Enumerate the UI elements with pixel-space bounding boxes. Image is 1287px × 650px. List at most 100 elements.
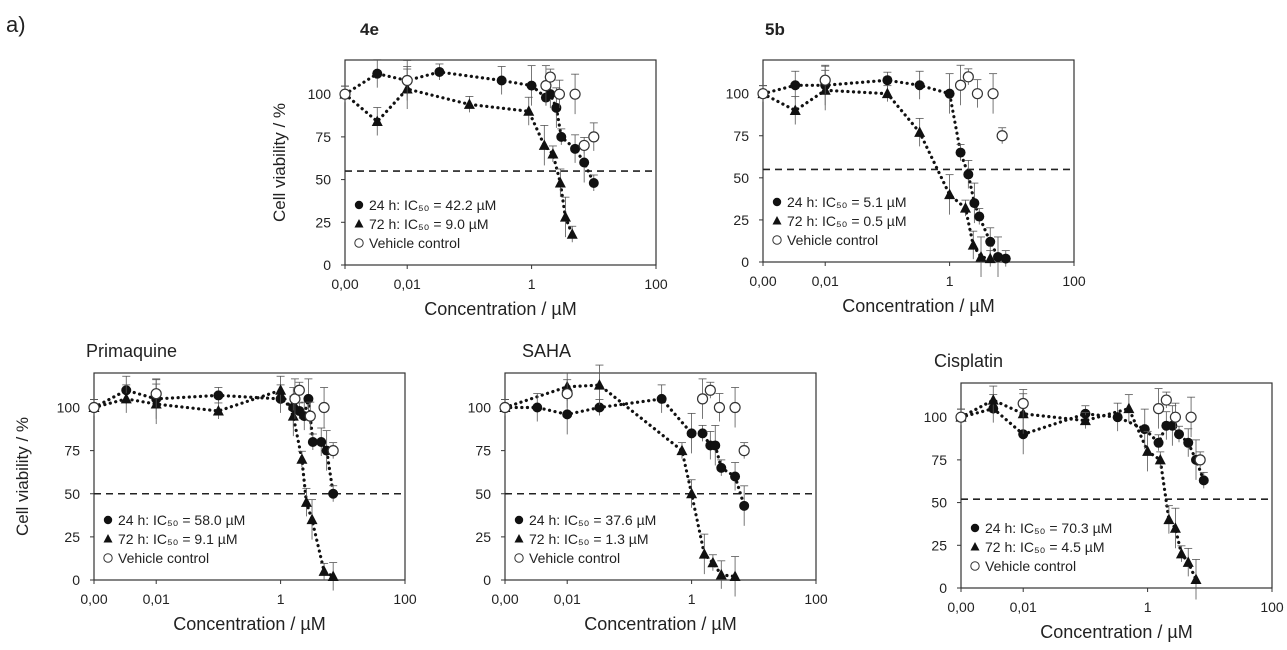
data-point-triangle-filled — [698, 548, 710, 559]
y-tick-label: 100 — [924, 409, 948, 425]
data-point-triangle-filled — [729, 570, 741, 582]
data-point-circle-open — [954, 79, 967, 91]
data-point-circle-open — [757, 88, 769, 100]
data-point-circle-open — [569, 88, 581, 100]
legend-entry: Vehicle control — [787, 232, 878, 248]
data-point-circle-open — [1185, 411, 1197, 423]
data-point-triangle-filled — [554, 177, 566, 188]
data-point-circle-open — [713, 401, 726, 414]
data-point-circle-filled — [1198, 475, 1209, 486]
legend-marker — [970, 561, 980, 571]
data-point-circle-open — [293, 384, 305, 396]
data-point-circle-filled — [914, 80, 925, 91]
data-point-circle-filled — [556, 131, 567, 142]
y-tick-label: 75 — [931, 452, 947, 468]
y-tick-label: 75 — [475, 443, 491, 459]
data-point-circle-filled — [562, 409, 573, 420]
y-tick-label: 75 — [733, 128, 749, 144]
data-point-circle-open — [561, 388, 573, 400]
y-tick-label: 25 — [733, 212, 749, 228]
legend-marker — [772, 216, 782, 225]
data-point-triangle-filled — [944, 188, 956, 200]
data-point-triangle-filled — [676, 444, 688, 456]
data-point-triangle-filled — [984, 252, 996, 264]
data-point-triangle-filled — [1142, 445, 1154, 456]
data-point-circle-open — [1194, 454, 1206, 466]
x-axis-label: Concentration / µM — [842, 296, 994, 316]
data-point-circle-filled — [434, 66, 445, 77]
legend-marker — [103, 534, 113, 543]
x-tick-label: 0,00 — [947, 599, 974, 615]
data-point-circle-filled — [579, 157, 590, 168]
chart-4: Cisplatin 0 25 50 75 100 0,00 0,01 1 100 Concentra… — [924, 351, 1284, 642]
data-point-circle-open — [971, 88, 984, 100]
data-point-circle-filled — [882, 75, 893, 86]
data-point-circle-open — [1152, 403, 1165, 415]
legend-marker — [514, 553, 524, 563]
data-point-circle-open — [729, 401, 741, 414]
data-point-circle-filled — [1112, 412, 1123, 423]
x-tick-label: 0,01 — [554, 591, 581, 607]
chart-title: 5b — [765, 20, 785, 39]
data-point-triangle-filled — [975, 250, 987, 262]
chart-3: SAHA 0 25 50 75 100 0,00 0,01 1 100 Concentration … — [468, 341, 828, 634]
data-point-circle-filled — [716, 462, 727, 473]
x-axis-label: Concentration / µM — [1040, 622, 1192, 642]
data-point-triangle-filled — [306, 513, 318, 525]
legend-entry: Vehicle control — [529, 550, 620, 566]
data-point-circle-open — [704, 384, 716, 396]
legend-entry: 24 h: IC₅₀ = 37.6 µM — [529, 512, 656, 528]
legend-entry: 72 h: IC₅₀ = 9.1 µM — [118, 531, 238, 547]
data-point-triangle-filled — [523, 105, 535, 116]
legend-marker — [354, 200, 364, 210]
y-tick-label: 0 — [939, 580, 947, 596]
x-tick-label: 0,00 — [80, 591, 107, 607]
y-tick-label: 50 — [733, 170, 749, 186]
legend-entry: Vehicle control — [118, 550, 209, 566]
chart-0: 4e 0 25 50 75 100 0,00 0,01 1 100 Concentration / … — [270, 20, 668, 319]
y-tick-label: 25 — [315, 214, 331, 230]
data-point-circle-filled — [372, 68, 383, 79]
y-tick-label: 0 — [483, 572, 491, 588]
data-point-triangle-filled — [371, 115, 383, 126]
data-point-circle-open — [540, 80, 552, 92]
y-tick-label: 0 — [72, 572, 80, 588]
data-point-circle-filled — [526, 80, 537, 91]
plot-frame — [762, 59, 1075, 263]
data-point-triangle-filled — [881, 87, 893, 99]
chart-title: 4e — [360, 20, 379, 39]
data-point-circle-open — [987, 88, 999, 100]
data-point-triangle-filled — [120, 392, 132, 404]
data-point-circle-filled — [551, 102, 562, 113]
data-point-circle-open — [304, 410, 316, 422]
data-point-triangle-filled — [1175, 547, 1187, 559]
data-point-triangle-filled — [1163, 513, 1175, 525]
data-point-triangle-filled — [715, 568, 727, 580]
data-point-circle-filled — [545, 89, 556, 100]
data-point-circle-open — [544, 71, 556, 83]
y-tick-label: 100 — [468, 400, 492, 416]
chart-title: Primaquine — [86, 341, 177, 361]
data-point-triangle-filled — [566, 228, 578, 239]
x-tick-label: 0,01 — [1010, 599, 1037, 615]
legend-entry: Vehicle control — [985, 558, 1076, 574]
data-point-circle-filled — [594, 402, 605, 413]
plot-frame — [344, 59, 657, 266]
data-point-circle-filled — [316, 437, 327, 447]
data-point-circle-filled — [213, 390, 224, 401]
data-point-circle-filled — [790, 80, 801, 91]
legend-marker — [103, 553, 113, 563]
x-tick-label: 100 — [644, 276, 668, 292]
data-point-circle-open — [696, 393, 709, 405]
data-point-circle-open — [289, 393, 301, 405]
data-point-circle-filled — [656, 393, 667, 404]
data-point-circle-open — [819, 74, 831, 86]
x-tick-label: 1 — [528, 276, 536, 292]
data-point-triangle-filled — [327, 570, 339, 582]
data-point-circle-filled — [944, 88, 955, 99]
x-axis-label: Concentration / µM — [173, 614, 325, 634]
data-point-circle-open — [962, 71, 974, 83]
y-tick-label: 50 — [315, 172, 331, 188]
y-tick-label: 75 — [315, 129, 331, 145]
chart-title: Cisplatin — [934, 351, 1003, 371]
